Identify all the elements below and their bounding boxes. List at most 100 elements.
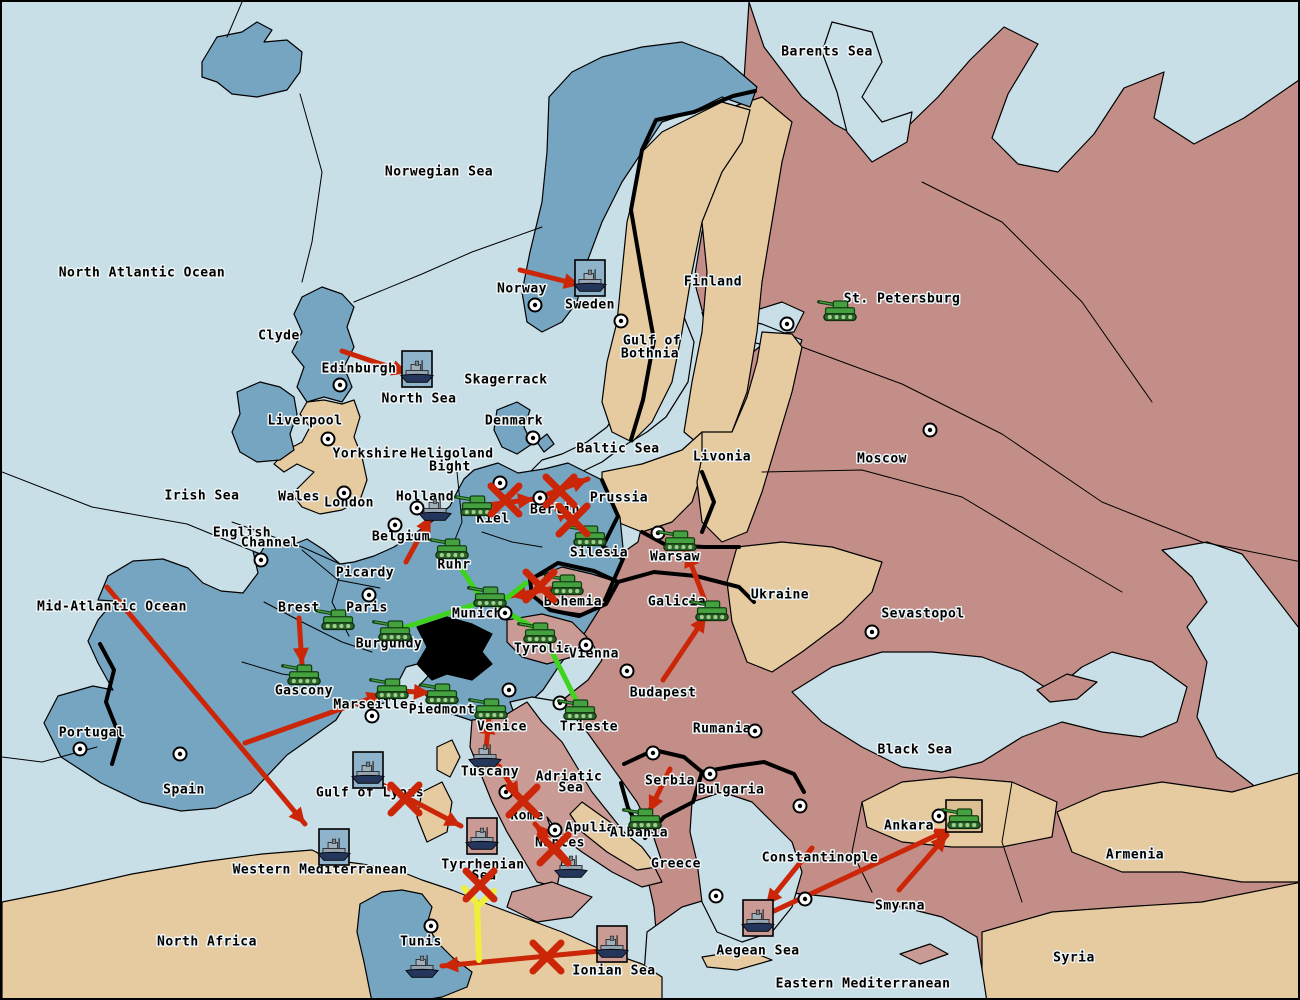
fleet-ship-icon	[418, 498, 452, 521]
attack-brest-gascony-arrowhead-icon	[292, 647, 309, 664]
support-burgundy-munich-line	[400, 600, 482, 631]
border-norway-sweden-border	[629, 148, 656, 442]
label-tuscany: Tuscany	[461, 765, 519, 780]
supply-center-dot	[713, 893, 719, 899]
region-livonia[interactable]	[696, 331, 803, 543]
army-ankara[interactable]	[941, 799, 983, 833]
tank-wheel	[478, 510, 483, 515]
army-tank-icon	[517, 622, 557, 644]
army-paris[interactable]	[315, 609, 355, 631]
support-tyrolia-trieste	[545, 641, 581, 707]
region-aegean-sea[interactable]	[689, 791, 803, 943]
army-st-petersburg[interactable]	[817, 300, 857, 322]
tank-wheel	[460, 553, 465, 558]
border-anatolia-line	[851, 801, 873, 893]
region-syria[interactable]	[981, 882, 1300, 1000]
region-sweden[interactable]	[601, 101, 751, 443]
region-crimea[interactable]	[1036, 673, 1098, 703]
ship-funnel	[755, 909, 761, 915]
attack-serbia-albania	[646, 766, 673, 815]
x-stroke	[536, 831, 572, 867]
army-piedmont[interactable]	[419, 683, 459, 705]
region-apulia[interactable]	[569, 801, 658, 871]
border-france-province-line-3	[263, 601, 373, 653]
label-smyrna: Smyrna	[875, 899, 925, 914]
tank-wheel	[548, 637, 553, 642]
supply-center-icon	[922, 422, 938, 438]
fleet-western-med[interactable]	[317, 828, 351, 866]
label-picardy: Picardy	[336, 566, 394, 581]
failed-move-x-icon	[542, 473, 578, 509]
tank-wheel	[498, 601, 503, 606]
border-russia-province-line-2	[761, 469, 1123, 593]
failed-move-x-icon	[555, 502, 591, 538]
region-iceland[interactable]	[201, 21, 303, 98]
supply-center-dot	[532, 302, 538, 308]
attack-mid-atlantic-western-med-line	[104, 584, 308, 827]
fleet-tyrrhenian[interactable]	[465, 817, 499, 855]
army-tank-icon	[657, 530, 697, 552]
tank-wheel	[471, 510, 476, 515]
supply-center-dot	[552, 827, 558, 833]
supply-center-dot	[366, 592, 372, 598]
army-albania[interactable]	[622, 808, 662, 830]
region-switzerland[interactable]	[416, 616, 493, 681]
region-scotland[interactable]	[291, 286, 355, 403]
region-white-sea[interactable]	[821, 21, 913, 163]
label-brest: Brest	[278, 601, 320, 616]
fleet-ship-icon	[741, 909, 775, 932]
attack-brest-gascony	[292, 615, 309, 667]
ship-hull	[317, 851, 351, 861]
army-trieste[interactable]	[557, 699, 597, 721]
army-munich[interactable]	[467, 586, 507, 608]
label-irish-sea: Irish Sea	[165, 489, 240, 504]
army-tyrolia[interactable]	[517, 622, 557, 644]
army-warsaw[interactable]	[657, 530, 697, 552]
region-ukraine[interactable]	[726, 541, 883, 673]
region-crete[interactable]	[701, 949, 773, 971]
army-kiel[interactable]	[454, 495, 494, 517]
fleet-gulf-of-lyons[interactable]	[351, 751, 385, 789]
region-armenia[interactable]	[1056, 772, 1300, 883]
army-marseilles[interactable]	[369, 678, 409, 700]
supply-center-icon	[645, 745, 661, 761]
label-ruhr: Ruhr	[437, 558, 470, 573]
fleet-north-sea[interactable]	[400, 350, 434, 388]
supply-center-dot	[177, 751, 183, 757]
region-caspian-sea[interactable]	[1161, 541, 1300, 802]
army-ruhr[interactable]	[429, 538, 469, 560]
attack-galicia-warsaw	[683, 548, 710, 609]
army-galicia[interactable]	[689, 600, 729, 622]
fleet-sweden[interactable]	[573, 259, 607, 297]
supply-center-dot	[537, 495, 543, 501]
label-yorkshire: Yorkshire	[333, 447, 408, 462]
region-denmark-islands[interactable]	[536, 433, 555, 453]
label-aegean-sea: Aegean Sea	[716, 944, 799, 959]
region-ireland[interactable]	[231, 381, 298, 463]
tank-wheel	[639, 823, 644, 828]
failed-move-x-icon	[487, 482, 523, 518]
fleet-tuscany[interactable]	[468, 744, 502, 767]
ship-funnel	[419, 955, 425, 961]
tank-wheel	[561, 589, 566, 594]
army-venice[interactable]	[468, 698, 508, 720]
attack-spain-marseilles-line	[242, 691, 386, 746]
region-corsica[interactable]	[436, 739, 461, 778]
tank-track	[550, 587, 584, 596]
fleet-holland[interactable]	[418, 498, 452, 521]
army-gascony[interactable]	[281, 664, 321, 686]
support-ruhr-munich-line	[451, 555, 485, 603]
tank-wheel	[439, 553, 444, 558]
fleet-aegean[interactable]	[741, 899, 775, 937]
region-sicily[interactable]	[506, 881, 593, 923]
fleet-tunis[interactable]	[405, 955, 439, 978]
fleet-ionian[interactable]	[595, 925, 629, 963]
region-cyprus[interactable]	[899, 943, 949, 965]
supply-center-icon	[497, 605, 513, 621]
failed-move-x-icon	[536, 831, 572, 867]
border-sea-border-6	[226, 2, 243, 38]
label-sea: Sea	[559, 781, 584, 796]
army-burgundy[interactable]	[372, 620, 412, 642]
